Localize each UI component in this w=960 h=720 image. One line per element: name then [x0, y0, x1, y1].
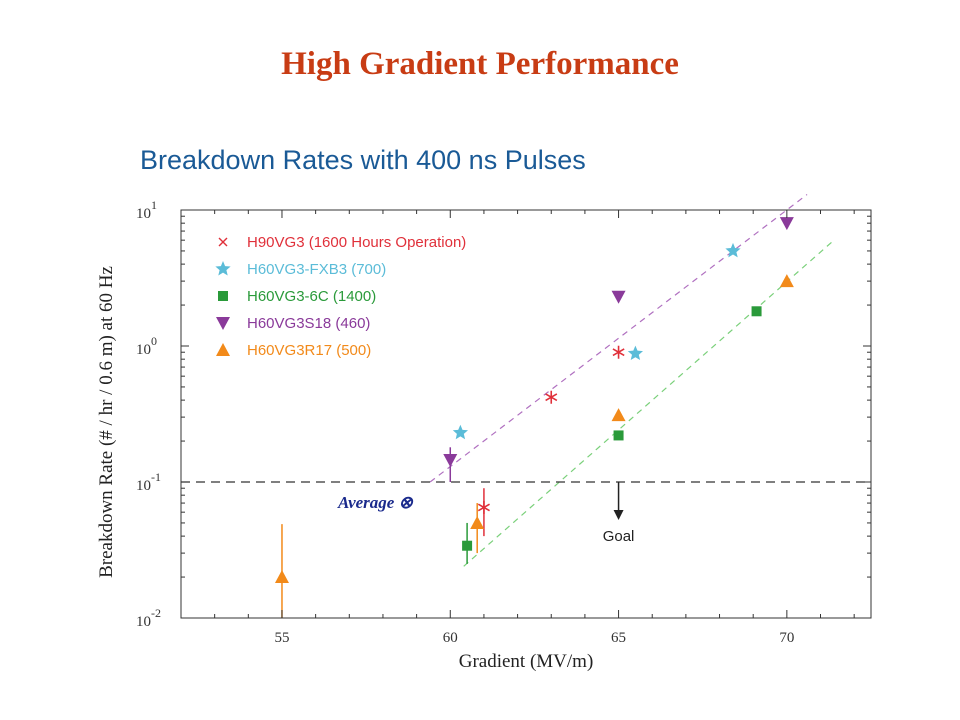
legend-label: H60VG3S18 (460) — [247, 315, 370, 332]
data-point — [611, 408, 626, 422]
y-tick-label: 10-1 — [136, 470, 161, 494]
data-points — [274, 217, 794, 584]
legend-marker — [218, 237, 228, 247]
legend-label: H60VG3-6C (1400) — [247, 288, 376, 305]
legend-label: H90VG3 (1600 Hours Operation) — [247, 234, 466, 251]
fit-lines — [429, 194, 835, 567]
data-point — [545, 390, 558, 404]
chart-title: Breakdown Rates with 400 ns Pulses — [140, 145, 586, 175]
data-point — [779, 217, 794, 231]
data-point — [274, 570, 289, 584]
plot-frame — [180, 209, 872, 619]
data-point — [611, 290, 626, 304]
legend-marker — [218, 291, 228, 301]
fit-line — [429, 194, 808, 483]
data-point — [725, 242, 741, 258]
slide-title: High Gradient Performance — [281, 46, 679, 82]
data-point — [612, 345, 625, 359]
x-tick-label: 65 — [611, 630, 626, 646]
data-point — [462, 540, 473, 551]
x-tick-label: 55 — [274, 630, 289, 646]
goal-arrowhead — [613, 510, 624, 520]
data-point — [452, 424, 468, 440]
x-tick-label: 60 — [443, 630, 458, 646]
legend-marker — [216, 343, 230, 356]
x-tick-label: 70 — [779, 630, 794, 646]
goal-label: Goal — [603, 528, 635, 545]
data-point — [627, 345, 643, 360]
annotations: Goal Average ⊗ — [337, 482, 634, 545]
legend-marker — [216, 317, 230, 330]
data-point — [477, 500, 490, 514]
y-tick-label: 100 — [136, 334, 157, 358]
legend-label: H60VG3R17 (500) — [247, 342, 371, 359]
x-axis-label: Gradient (MV/m) — [459, 651, 594, 672]
legend: H90VG3 (1600 Hours Operation) H60VG3-FXB3… — [215, 234, 466, 359]
data-point — [779, 274, 794, 288]
legend-label: H60VG3-FXB3 (700) — [247, 261, 386, 278]
data-point — [443, 454, 458, 468]
error-bars — [281, 447, 485, 618]
fit-line — [463, 239, 835, 567]
y-tick-label: 101 — [136, 198, 157, 222]
data-point — [751, 306, 762, 317]
y-tick-label: 10-2 — [136, 606, 161, 630]
legend-marker — [215, 261, 231, 276]
data-point — [470, 515, 485, 529]
y-axis-label: Breakdown Rate (# / hr / 0.6 m) at 60 Hz — [96, 266, 117, 578]
axis-ticks: 55 60 65 70 10-2 10-1 100 101 — [136, 198, 871, 646]
data-point — [613, 430, 624, 441]
average-label: Average ⊗ — [337, 493, 414, 512]
